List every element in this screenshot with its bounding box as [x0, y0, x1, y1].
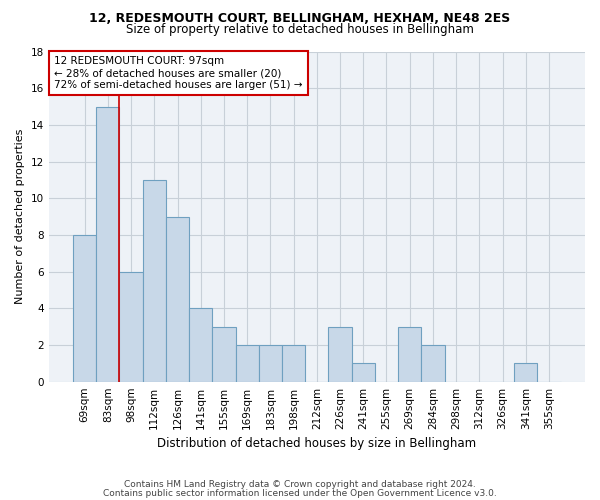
Bar: [282, 345, 305, 382]
Bar: [352, 364, 375, 382]
Y-axis label: Number of detached properties: Number of detached properties: [15, 129, 25, 304]
Bar: [328, 326, 352, 382]
Text: Contains public sector information licensed under the Open Government Licence v3: Contains public sector information licen…: [103, 488, 497, 498]
Bar: [259, 345, 282, 382]
Bar: [166, 216, 189, 382]
Text: 12, REDESMOUTH COURT, BELLINGHAM, HEXHAM, NE48 2ES: 12, REDESMOUTH COURT, BELLINGHAM, HEXHAM…: [89, 12, 511, 26]
Bar: [189, 308, 212, 382]
Text: Size of property relative to detached houses in Bellingham: Size of property relative to detached ho…: [126, 22, 474, 36]
X-axis label: Distribution of detached houses by size in Bellingham: Distribution of detached houses by size …: [157, 437, 476, 450]
Bar: [212, 326, 236, 382]
Bar: [119, 272, 143, 382]
Bar: [514, 364, 538, 382]
Bar: [73, 235, 96, 382]
Bar: [421, 345, 445, 382]
Text: 12 REDESMOUTH COURT: 97sqm
← 28% of detached houses are smaller (20)
72% of semi: 12 REDESMOUTH COURT: 97sqm ← 28% of deta…: [54, 56, 302, 90]
Text: Contains HM Land Registry data © Crown copyright and database right 2024.: Contains HM Land Registry data © Crown c…: [124, 480, 476, 489]
Bar: [236, 345, 259, 382]
Bar: [96, 106, 119, 382]
Bar: [398, 326, 421, 382]
Bar: [143, 180, 166, 382]
